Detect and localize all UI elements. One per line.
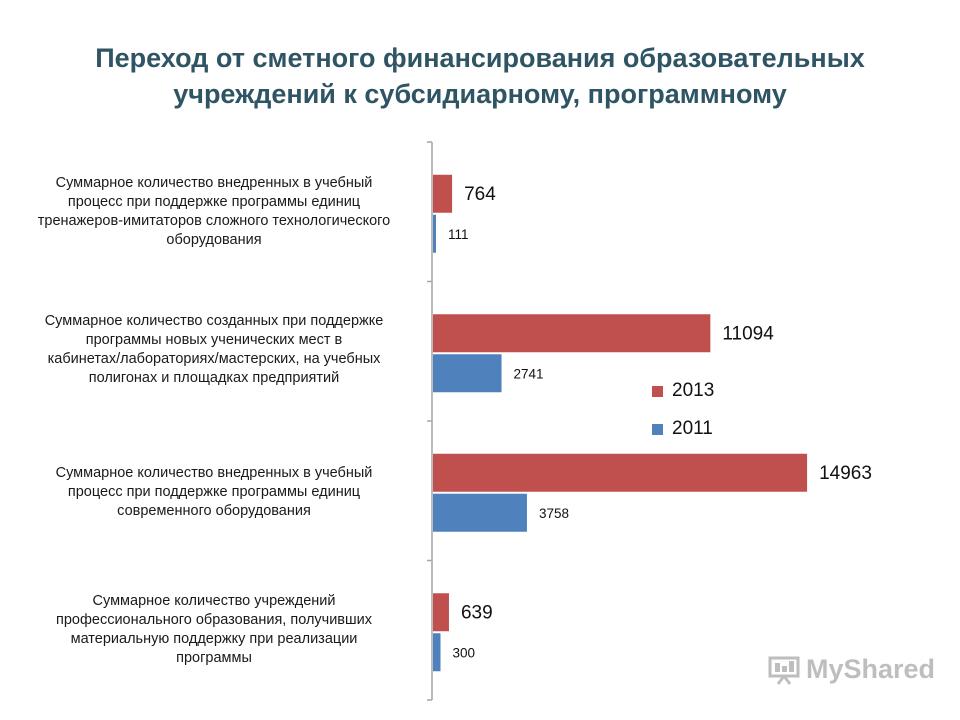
category-label-line: материальную поддержку при реализации	[70, 631, 358, 647]
category-label-line: тренажеров-имитаторов сложного технологи…	[37, 213, 391, 229]
legend-item-2013: 2013	[652, 372, 714, 410]
watermark: MyShared	[768, 654, 935, 685]
bar-2013-2	[433, 314, 711, 353]
data-label-2013-3: 14963	[819, 463, 872, 484]
bar-2011-1	[433, 214, 436, 253]
data-label-2013-2: 11094	[722, 323, 774, 344]
chart-title: Переход от сметного финансирования образ…	[0, 40, 960, 112]
legend-swatch	[652, 385, 663, 397]
category-label-4: Суммарное количество учреждений профессио…	[14, 592, 414, 668]
bar-2011-4	[433, 633, 441, 672]
category-label-line: Суммарное количество созданных при подде…	[44, 313, 384, 329]
legend-item-2011: 2011	[652, 410, 714, 448]
category-label-line: процесс при поддержке программы единиц	[67, 483, 361, 500]
category-label-line: Суммарное количество учреждений	[92, 593, 336, 609]
chart-title-line-2: учреждений к субсидиарному, программному	[173, 79, 787, 109]
bar-2011-3	[433, 493, 527, 532]
bar-2013-1	[433, 174, 453, 213]
category-label-line: Суммарное количество внедренных в учебны…	[55, 175, 373, 191]
category-label-line: программы	[176, 650, 252, 666]
presentation-board-icon	[768, 656, 800, 685]
bar-2013-3	[433, 453, 808, 492]
data-label-2013-1: 764	[464, 184, 496, 205]
data-label-2013-4: 639	[461, 602, 493, 623]
data-label-2011-3: 3758	[539, 506, 569, 521]
legend-swatch	[652, 423, 663, 435]
data-label-2011-4: 300	[453, 645, 476, 660]
category-label-line: полигонах и площадках предприятий	[88, 370, 340, 386]
category-label-line: кабинетах/лабораториях/мастерских, на уч…	[47, 351, 381, 367]
category-label-line: оборудования	[166, 232, 262, 248]
chart-legend: 2013 2011	[652, 372, 714, 448]
category-label-3: Суммарное количество внедренных в учебны…	[14, 464, 414, 521]
chart-title-line-1: Переход от сметного финансирования образ…	[95, 43, 865, 73]
legend-label: 2013	[672, 380, 715, 401]
watermark-text: MyShared	[806, 654, 936, 684]
category-label-line: Суммарное количество внедренных в учебны…	[55, 464, 373, 481]
data-label-2011-2: 2741	[514, 366, 544, 381]
category-label-line: профессионального образования, получивши…	[55, 612, 372, 628]
category-label-line: программы новых ученических мест в	[85, 332, 343, 348]
category-label-1: Суммарное количество внедренных в учебны…	[14, 174, 414, 250]
category-label-2: Суммарное количество созданных при подде…	[14, 312, 414, 388]
category-label-line: современного оборудования	[117, 502, 311, 519]
category-label-line: процесс при поддержке программы единиц	[67, 194, 361, 210]
data-label-2011-1: 111	[448, 227, 469, 242]
legend-label: 2011	[672, 418, 713, 439]
bar-2013-4	[433, 593, 449, 632]
bar-2011-2	[433, 354, 502, 393]
